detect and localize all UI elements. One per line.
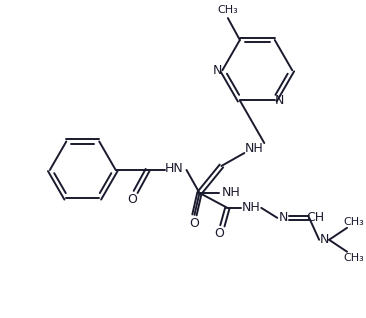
Text: O: O (214, 227, 224, 240)
Text: NH: NH (222, 186, 241, 199)
Text: N: N (320, 233, 329, 246)
Text: N: N (279, 211, 288, 224)
Text: CH: CH (306, 211, 324, 224)
Text: O: O (190, 217, 199, 230)
Text: NH: NH (245, 142, 264, 155)
Text: CH₃: CH₃ (344, 217, 365, 227)
Text: O: O (128, 193, 138, 206)
Text: NH: NH (242, 201, 261, 214)
Text: N: N (213, 64, 222, 77)
Text: CH₃: CH₃ (344, 253, 365, 263)
Text: CH₃: CH₃ (217, 5, 238, 15)
Text: N: N (275, 94, 284, 107)
Text: HN: HN (165, 162, 184, 176)
